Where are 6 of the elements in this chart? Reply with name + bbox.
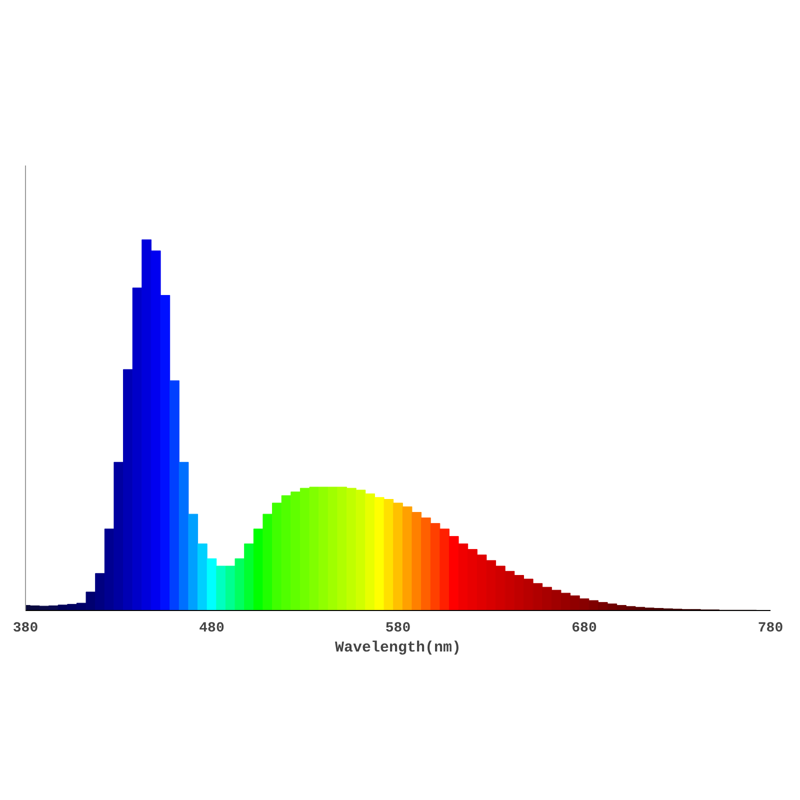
x-tick-label: 580 (385, 620, 411, 636)
x-tick-label: 680 (572, 620, 597, 636)
x-tick-label: 480 (199, 620, 224, 636)
x-tick-label: 780 (758, 620, 784, 636)
x-tick-label: 380 (12, 620, 38, 636)
x-axis-title: Wavelength(nm) (334, 640, 462, 656)
